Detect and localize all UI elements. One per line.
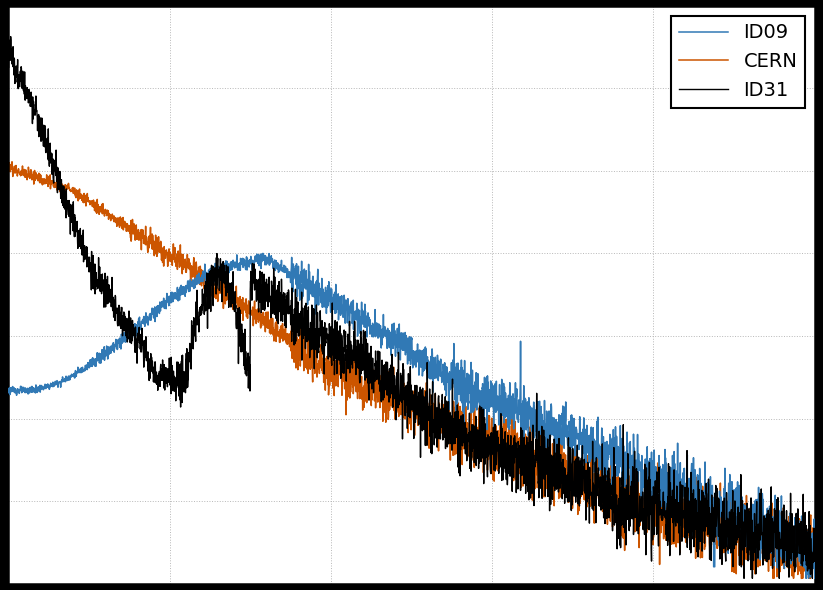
CERN xyxy=(143,241,153,248)
ID09 xyxy=(348,312,358,319)
ID31 xyxy=(313,334,323,341)
CERN xyxy=(3,166,13,173)
ID31 xyxy=(143,356,153,363)
ID09 xyxy=(313,266,323,273)
ID09 xyxy=(810,575,820,582)
Line: ID31: ID31 xyxy=(8,37,815,578)
CERN xyxy=(707,527,717,534)
CERN xyxy=(313,365,323,372)
ID09 xyxy=(707,482,717,489)
Line: CERN: CERN xyxy=(8,162,815,578)
ID09 xyxy=(802,575,811,582)
ID31 xyxy=(707,502,717,509)
ID31 xyxy=(739,575,749,582)
CERN xyxy=(7,158,17,165)
CERN xyxy=(810,547,820,554)
ID31 xyxy=(794,549,804,556)
CERN xyxy=(768,575,778,582)
CERN xyxy=(794,516,804,523)
Line: ID09: ID09 xyxy=(8,253,815,578)
ID31 xyxy=(6,33,16,40)
ID31 xyxy=(810,548,820,555)
Legend: ID09, CERN, ID31: ID09, CERN, ID31 xyxy=(672,15,805,107)
ID31 xyxy=(3,41,13,48)
CERN xyxy=(348,384,358,391)
ID09 xyxy=(3,389,13,396)
ID09 xyxy=(794,546,804,553)
ID09 xyxy=(258,250,267,257)
CERN xyxy=(95,208,105,215)
ID31 xyxy=(348,353,358,360)
ID09 xyxy=(143,322,153,329)
ID31 xyxy=(95,287,105,294)
ID09 xyxy=(95,350,105,358)
